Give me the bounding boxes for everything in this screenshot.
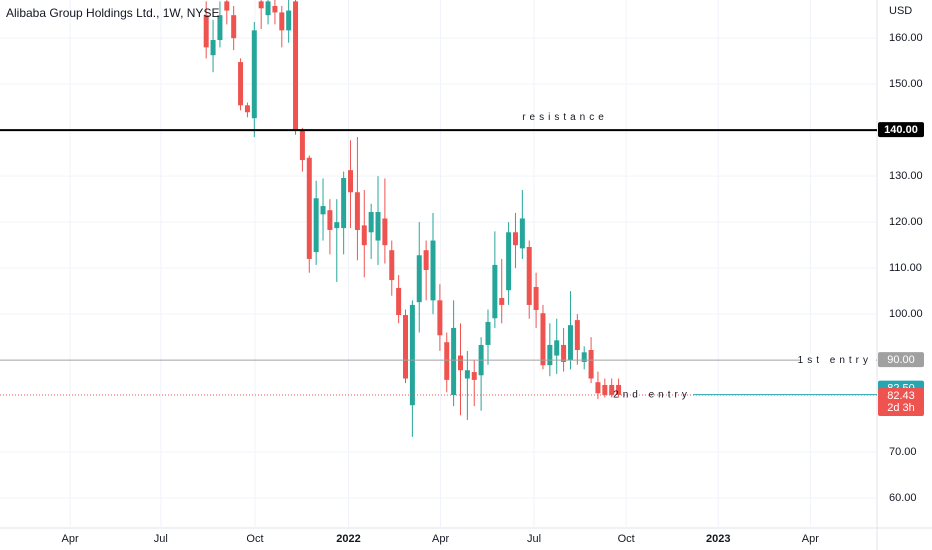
level-annotation: 1st entry — [798, 355, 872, 366]
candle-body — [595, 382, 601, 394]
candle-body — [609, 384, 615, 395]
candle-body — [457, 355, 463, 371]
candle-body — [423, 250, 429, 270]
candle-body — [210, 40, 216, 56]
candle-body — [540, 313, 546, 366]
x-tick-label: 2022 — [336, 533, 360, 545]
candle-body — [313, 198, 319, 253]
candle-body — [554, 340, 560, 356]
candle-body — [375, 212, 381, 241]
y-tick-label: 60.00 — [889, 492, 917, 504]
candle-body — [533, 286, 539, 310]
candle-body — [299, 130, 305, 161]
level-annotation: 2nd entry — [613, 389, 691, 400]
candle-body — [437, 300, 443, 336]
candle-body — [327, 210, 333, 230]
candle-body — [279, 12, 285, 31]
x-tick-label: Apr — [62, 533, 79, 545]
candle-body — [238, 62, 244, 106]
candle-body — [217, 15, 223, 41]
candle-body — [272, 5, 278, 13]
candle-body — [348, 170, 354, 193]
candle-body — [244, 105, 250, 113]
candle-body — [403, 315, 409, 379]
candle-body — [258, 1, 264, 9]
candle-body — [616, 384, 622, 395]
last-price-label: 82.43 — [887, 390, 915, 402]
x-tick-label: Oct — [246, 533, 263, 545]
candle-body — [334, 222, 340, 229]
x-tick-label: Jul — [527, 533, 541, 545]
candle-body — [389, 250, 395, 281]
candle-body — [471, 372, 477, 380]
last-price-box — [878, 387, 924, 416]
price-label-box — [878, 352, 924, 368]
candle-body — [224, 1, 230, 11]
candle-body — [574, 320, 580, 351]
candle-body — [526, 246, 532, 305]
candle-body — [293, 1, 299, 131]
x-tick-label: Jul — [154, 533, 168, 545]
candle-body — [341, 177, 347, 229]
candle-body — [409, 304, 415, 406]
candle-body — [231, 15, 237, 39]
x-tick-label: Apr — [432, 533, 449, 545]
candle-body — [567, 325, 573, 361]
candle-body — [512, 232, 518, 246]
candle-body — [506, 232, 512, 291]
currency-label: USD — [889, 5, 912, 17]
candle-body — [416, 255, 422, 303]
y-tick-label: 110.00 — [889, 262, 922, 274]
y-tick-label: 130.00 — [889, 170, 923, 182]
level-annotation: resistance — [522, 112, 608, 123]
countdown-label: 2d 3h — [887, 402, 915, 414]
candle-body — [499, 298, 505, 305]
y-tick-label: 150.00 — [889, 78, 923, 90]
candle-body — [464, 370, 470, 379]
x-tick-label: Apr — [802, 533, 819, 545]
price-label: 140.00 — [884, 124, 918, 136]
candle-body — [451, 327, 457, 396]
candle-body — [430, 240, 436, 301]
candle-body — [382, 218, 388, 246]
candle-body — [588, 350, 594, 379]
x-tick-label: 2023 — [706, 533, 730, 545]
candle-body — [320, 206, 326, 215]
candle-body — [203, 15, 209, 48]
y-tick-label: 160.00 — [889, 32, 923, 44]
y-tick-label: 70.00 — [889, 446, 917, 458]
candle-body — [286, 10, 292, 31]
price-label-box — [878, 122, 924, 138]
price-label: 90.00 — [887, 354, 915, 366]
level-text-bg — [800, 354, 876, 367]
candle-body — [492, 264, 498, 319]
candle-body — [581, 352, 587, 362]
candle-body — [602, 384, 608, 395]
candle-body — [396, 287, 402, 316]
candle-body — [561, 344, 567, 362]
candle-body — [361, 225, 367, 246]
candle-body — [265, 1, 271, 16]
candle-body — [306, 157, 312, 259]
y-tick-label: 100.00 — [889, 308, 923, 320]
candle-body — [485, 321, 491, 345]
y-tick-label: 120.00 — [889, 216, 923, 228]
candle-body — [444, 342, 450, 380]
x-tick-label: Oct — [618, 533, 635, 545]
candle-body — [519, 218, 525, 249]
candle-body — [251, 30, 257, 119]
candle-body — [368, 212, 374, 233]
candle-body — [354, 192, 360, 230]
candle-body — [547, 344, 553, 366]
chart-title: Alibaba Group Holdings Ltd., 1W, NYSE — [6, 6, 219, 20]
